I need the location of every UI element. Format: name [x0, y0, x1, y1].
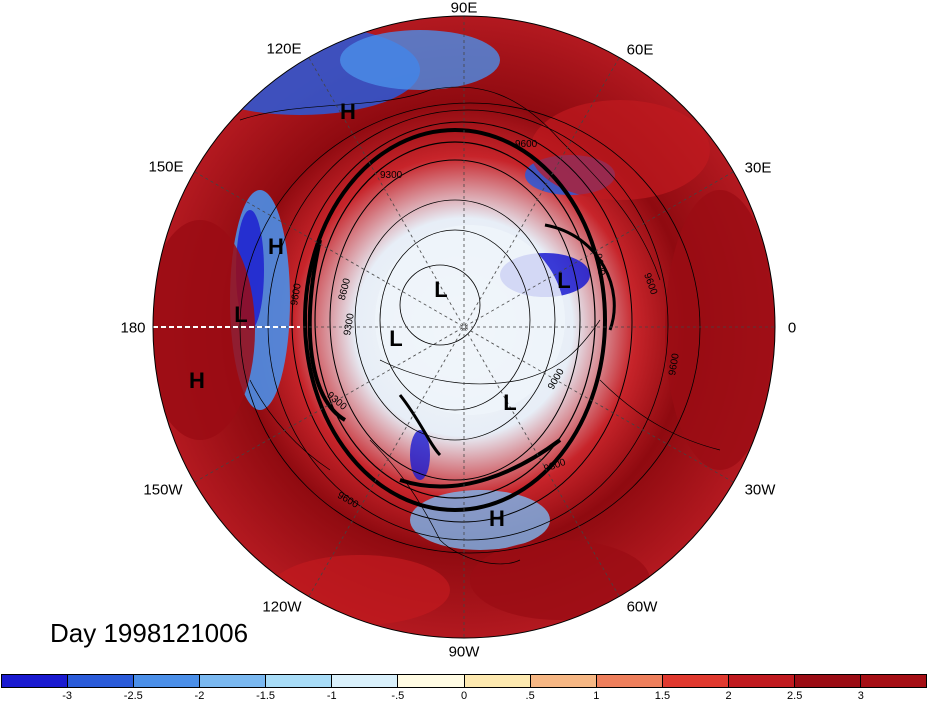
contour-label: 9300	[380, 170, 403, 181]
colorbar	[1, 674, 927, 688]
graticule	[153, 16, 775, 638]
coastlines	[239, 86, 721, 565]
colorbar-tick-label: .5	[525, 690, 535, 702]
colorbar-cell	[68, 675, 135, 687]
low-pressure-marker: L	[557, 268, 571, 293]
lon-label-180: 180	[120, 319, 146, 337]
high-pressure-marker: H	[340, 99, 356, 124]
colorbar-cell	[861, 675, 927, 687]
high-pressure-marker: H	[489, 506, 505, 531]
colorbar-tick-label: 2.5	[787, 690, 803, 702]
colorbar-tick-label: -2.5	[123, 690, 143, 702]
lon-label-60w: 60W	[626, 598, 658, 616]
contour-label: 9600	[667, 352, 682, 376]
colorbar-cell	[794, 675, 862, 687]
colorbar-tick-label: 1	[593, 690, 600, 702]
colorbar-tick-label: -2	[194, 690, 205, 702]
contour-label: 9600	[289, 282, 304, 306]
colorbar-tick-label: -1	[326, 690, 337, 702]
high-pressure-marker: H	[189, 368, 205, 393]
colorbar-cell	[728, 675, 795, 687]
colorbar-cell	[266, 675, 333, 687]
lon-label-30w: 30W	[744, 481, 776, 499]
lon-label-120w: 120W	[262, 598, 302, 616]
lon-label-150w: 150W	[143, 481, 183, 499]
colorbar-tick-label: -1.5	[256, 690, 276, 702]
lon-label-150e: 150E	[148, 158, 184, 176]
lon-label-60e: 60E	[626, 41, 654, 59]
colorbar-cell	[134, 675, 201, 687]
map-border	[152, 15, 776, 639]
contour-label: 9300	[342, 312, 357, 336]
colorbar-tick-label: -.5	[391, 690, 405, 702]
colorbar-cell	[464, 675, 531, 687]
lon-label-90e: 90E	[450, 0, 478, 17]
contour-label: 9600	[515, 139, 538, 150]
colorbar-cell	[596, 675, 663, 687]
low-pressure-marker: L	[389, 326, 403, 351]
contour-label: 9600	[592, 253, 607, 277]
lon-label-120e: 120E	[266, 40, 302, 58]
colorbar-tick-label: 3	[857, 690, 864, 702]
colorbar-tick-label: 0	[460, 690, 468, 702]
colorbar-cell	[200, 675, 267, 687]
colorbar-cell	[398, 675, 465, 687]
colorbar-cell	[332, 675, 399, 687]
low-pressure-marker: L	[234, 302, 248, 327]
colorbar-cell	[530, 675, 597, 687]
colorbar-tick-label: -3	[62, 690, 73, 702]
low-pressure-marker: L	[503, 390, 517, 415]
colorbar-tick-label: 1.5	[654, 690, 671, 702]
day-label: Day 1998121006	[50, 618, 249, 648]
colorbar-tick-label: 2	[725, 690, 732, 702]
low-pressure-marker: L	[434, 277, 448, 302]
lon-label-90w: 90W	[448, 643, 480, 661]
high-pressure-marker: H	[268, 234, 284, 259]
colorbar-cell	[2, 675, 69, 687]
lon-label-30e: 30E	[744, 159, 772, 177]
lon-label-0: 0	[787, 319, 797, 337]
colorbar-cell	[662, 675, 729, 687]
height-contours	[239, 102, 701, 554]
